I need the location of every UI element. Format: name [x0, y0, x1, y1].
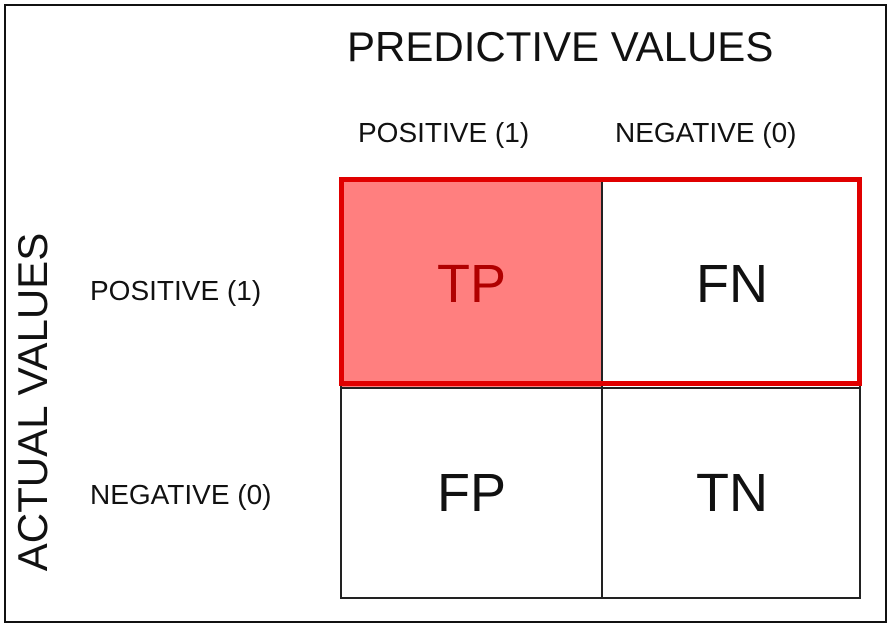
confusion-matrix-grid: TP FN FP TN — [340, 179, 861, 599]
row-label-positive: POSITIVE (1) — [90, 275, 262, 306]
cell-true-positive: TP — [342, 181, 601, 387]
cell-false-negative: FN — [601, 181, 861, 387]
column-label-positive: POSITIVE (1) — [358, 117, 530, 148]
predictive-values-title: PREDICTIVE VALUES — [347, 23, 774, 70]
cell-true-negative: TN — [601, 387, 861, 597]
cell-false-positive: FP — [342, 387, 601, 597]
actual-values-title: ACTUAL VALUES — [9, 232, 56, 572]
row-label-negative: NEGATIVE (0) — [90, 479, 272, 510]
column-label-negative: NEGATIVE (0) — [615, 117, 797, 148]
